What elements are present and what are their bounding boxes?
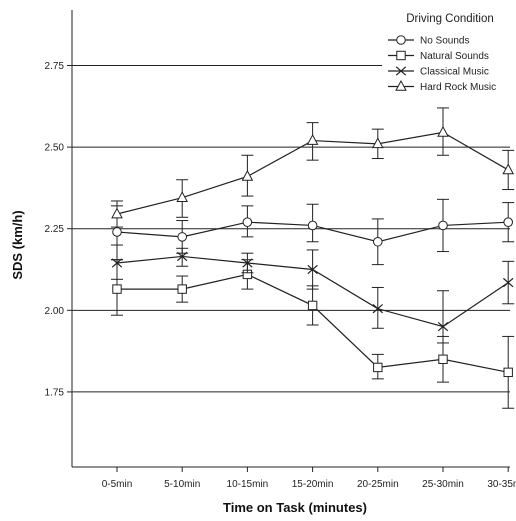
x-marker	[395, 66, 407, 76]
legend-title: Driving Condition	[406, 13, 494, 25]
data-point	[372, 304, 383, 314]
data-point	[112, 284, 122, 294]
series-classical-music	[111, 244, 515, 344]
data-point	[437, 125, 449, 137]
x-marker	[177, 251, 188, 262]
series-hard-rock-music	[111, 107, 515, 228]
series-layer	[111, 107, 515, 409]
legend-item: Classical Music	[388, 66, 489, 78]
data-point	[306, 134, 319, 145]
data-point	[112, 227, 122, 237]
legend: Driving Condition No Sounds Natural Sound…	[382, 8, 510, 98]
triangle-marker	[241, 169, 254, 181]
square-marker	[373, 362, 383, 373]
data-point	[395, 66, 407, 76]
data-point	[437, 321, 449, 332]
data-point	[503, 277, 514, 288]
data-point	[396, 35, 406, 45]
legend-label: Natural Sounds	[420, 51, 489, 62]
x-marker	[372, 304, 383, 314]
circle-marker	[112, 227, 122, 237]
legend-label: Hard Rock Music	[420, 82, 496, 93]
x-axis-ticks: 0-5min 5-10min 10-15min 15-20min 20-25min 25-…	[102, 467, 516, 490]
square-marker	[503, 367, 513, 378]
error-bar	[437, 290, 449, 344]
data-point	[307, 220, 318, 231]
x-tick-label: 0-5min	[102, 479, 133, 490]
circle-marker	[373, 236, 383, 247]
triangle-marker	[306, 134, 319, 145]
circle-marker	[177, 232, 187, 242]
data-point	[438, 220, 448, 231]
y-tick-label: 1.75	[45, 387, 65, 398]
data-point	[111, 207, 123, 219]
data-point	[177, 284, 187, 294]
data-point	[242, 217, 253, 227]
circle-marker	[242, 217, 253, 227]
circle-marker	[307, 220, 318, 231]
legend-label: Classical Music	[420, 67, 489, 78]
legend-items: No Sounds Natural Sounds Classical Music Ha…	[388, 35, 496, 93]
square-marker	[307, 300, 318, 311]
data-point	[177, 232, 187, 242]
error-bar	[111, 244, 123, 280]
triangle-marker	[176, 191, 189, 202]
y-tick-label: 2.75	[45, 61, 65, 72]
data-point	[395, 79, 407, 91]
circle-marker	[503, 217, 514, 227]
square-marker	[438, 354, 448, 364]
legend-label: No Sounds	[420, 36, 469, 47]
y-axis-title: SDS (km/h)	[10, 210, 25, 279]
data-point	[396, 50, 406, 61]
triangle-marker	[111, 207, 123, 219]
y-tick-label: 2.00	[45, 306, 65, 317]
y-tick-label: 2.50	[45, 143, 65, 154]
square-marker	[396, 50, 406, 61]
x-tick-label: 25-30min	[422, 479, 464, 490]
data-point	[373, 236, 383, 247]
x-marker	[503, 277, 514, 288]
data-point	[438, 354, 448, 364]
triangle-marker	[371, 137, 384, 149]
triangle-marker	[395, 79, 407, 91]
data-point	[242, 258, 253, 268]
y-tick-label: 2.25	[45, 224, 65, 235]
data-point	[502, 163, 515, 175]
square-marker	[112, 284, 122, 294]
x-marker	[111, 258, 123, 268]
x-axis-title: Time on Task (minutes)	[223, 500, 367, 515]
data-point	[176, 191, 189, 202]
square-marker	[177, 284, 187, 294]
triangle-marker	[437, 125, 449, 137]
error-bar	[371, 286, 384, 329]
x-tick-label: 10-15min	[227, 479, 269, 490]
triangle-marker	[502, 163, 515, 175]
axes	[71, 10, 510, 468]
data-point	[307, 300, 318, 311]
data-point	[503, 367, 513, 378]
x-tick-label: 15-20min	[292, 479, 334, 490]
x-marker	[307, 264, 318, 275]
data-point	[241, 169, 254, 181]
y-axis-ticks: 1.75 2.00 2.25 2.50 2.75	[45, 61, 72, 398]
legend-item: No Sounds	[388, 35, 469, 47]
error-bar	[176, 247, 189, 267]
data-point	[177, 251, 188, 262]
circle-marker	[438, 220, 448, 231]
data-point	[307, 264, 318, 275]
x-marker	[437, 321, 449, 332]
x-tick-label: 20-25min	[357, 479, 399, 490]
circle-marker	[396, 35, 406, 45]
x-tick-label: 30-35min	[487, 479, 516, 490]
data-point	[373, 362, 383, 373]
legend-item: Hard Rock Music	[388, 79, 496, 93]
gridlines	[72, 64, 510, 393]
data-point	[111, 258, 123, 268]
x-marker	[242, 258, 253, 268]
data-point	[371, 137, 384, 149]
legend-item: Natural Sounds	[388, 50, 489, 62]
data-point	[503, 217, 514, 227]
x-tick-label: 5-10min	[164, 479, 200, 490]
